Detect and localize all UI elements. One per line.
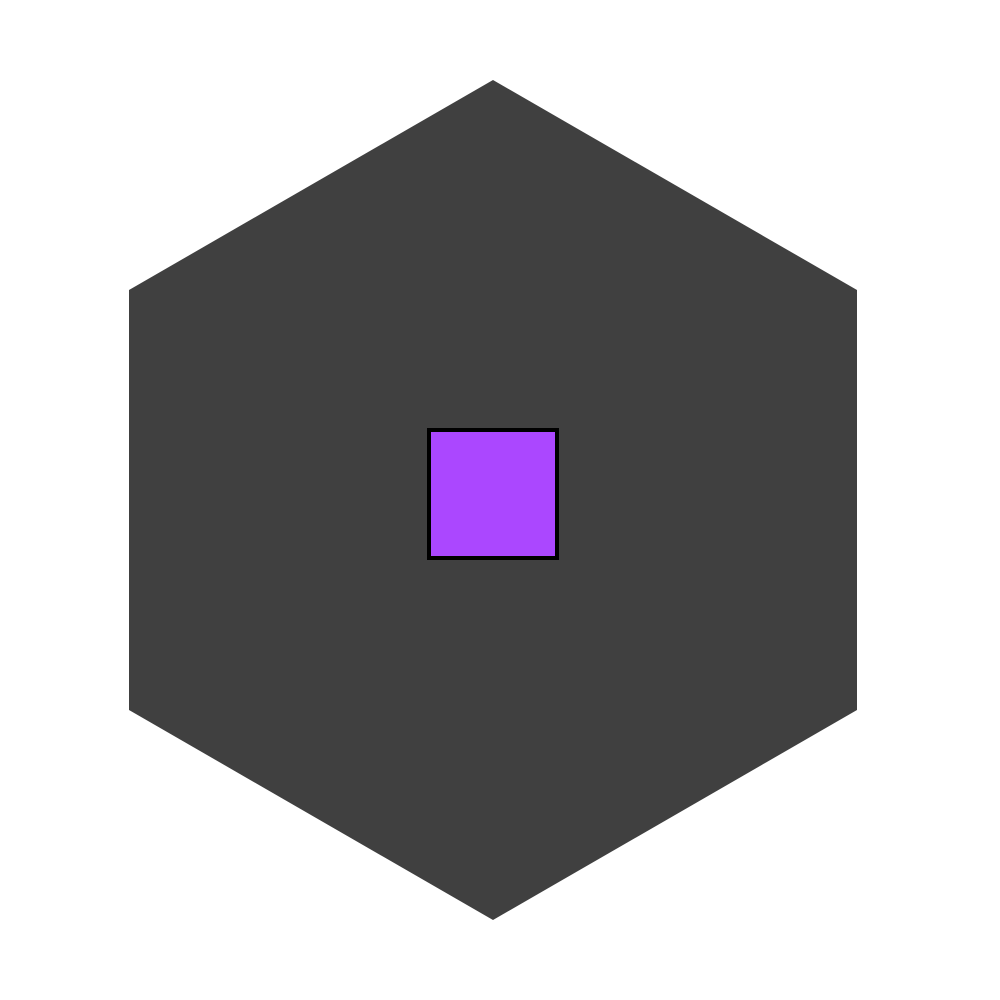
square-shape	[427, 428, 559, 560]
